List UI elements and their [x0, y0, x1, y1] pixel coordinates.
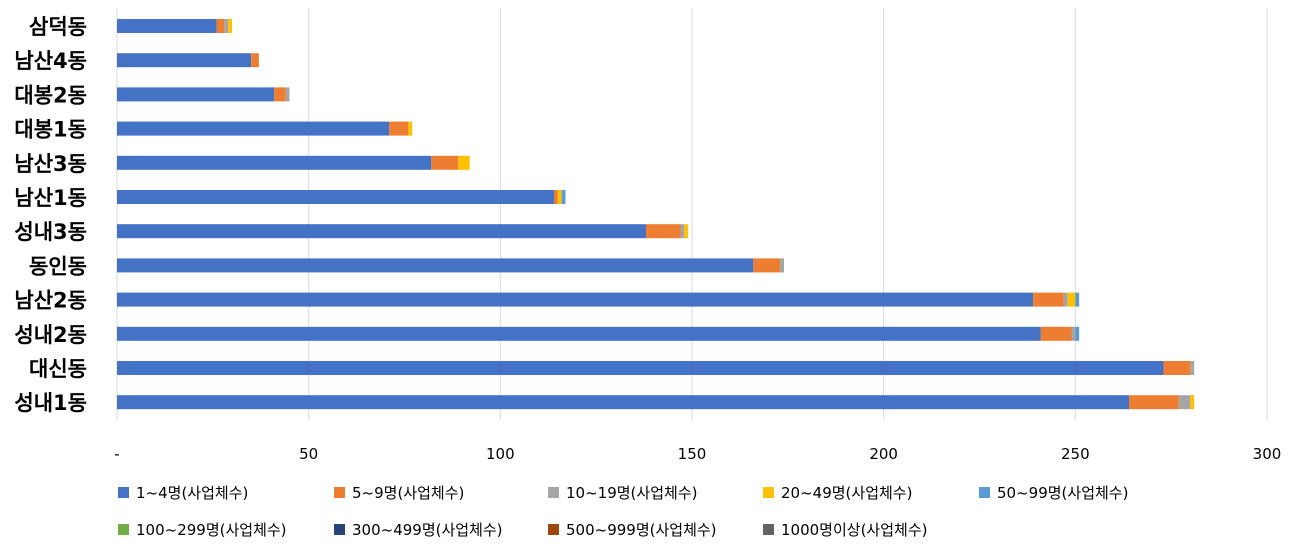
legend-swatch	[979, 487, 990, 498]
bar-segment	[1071, 326, 1076, 341]
bar-segment	[117, 19, 217, 33]
legend-swatch	[548, 487, 559, 498]
legend-label: 10~19명(사업체수)	[566, 484, 697, 502]
x-tick-label: 300	[1253, 445, 1282, 463]
bar-segment	[1190, 361, 1195, 375]
bar-segment	[285, 87, 290, 102]
legend-item: 10~19명(사업체수)	[548, 484, 697, 502]
bar-segment	[753, 258, 781, 273]
legend-label: 100~299명(사업체수)	[136, 521, 287, 539]
x-tick-label: 50	[299, 445, 318, 463]
category-label: 삼덕동	[29, 15, 87, 39]
legend-swatch	[763, 524, 774, 535]
category-label: 대봉2동	[14, 83, 87, 107]
bar-segment	[117, 395, 1129, 410]
legend-label: 1000명이상(사업체수)	[781, 521, 927, 539]
legend-label: 1~4명(사업체수)	[136, 484, 248, 502]
bar-segment	[117, 121, 390, 136]
x-tick-label: 250	[1061, 445, 1090, 463]
bar-segment	[780, 258, 784, 273]
legend-swatch	[118, 524, 129, 535]
x-axis-tick-labels: - 50 100 150 200 250 300	[114, 445, 1281, 463]
bar-segment	[1163, 361, 1191, 375]
bar-segment	[1129, 395, 1179, 410]
legend-item: 50~99명(사업체수)	[979, 484, 1128, 502]
legend-item: 100~299명(사업체수)	[118, 521, 287, 539]
legend-label: 20~49명(사업체수)	[781, 484, 912, 502]
bar-segment	[117, 292, 1034, 307]
legend-item: 5~9명(사업체수)	[334, 484, 464, 502]
legend-swatch	[334, 487, 345, 498]
bar-segment	[228, 19, 232, 33]
bar-segment	[117, 155, 432, 170]
category-label: 남산3동	[14, 152, 87, 176]
legend-label: 300~499명(사업체수)	[352, 521, 503, 539]
bar-segment	[1178, 395, 1191, 410]
bar-segment	[557, 190, 562, 204]
x-tick-label: 100	[486, 445, 515, 463]
category-label: 남산4동	[14, 49, 87, 73]
x-tick-label: -	[114, 445, 119, 463]
legend-item: 1000명이상(사업체수)	[763, 521, 927, 539]
bar-segment	[117, 361, 1164, 375]
bar-segment	[646, 224, 681, 239]
bar-segment	[216, 19, 225, 33]
bar-segment	[1075, 326, 1080, 341]
legend-label: 500~999명(사업체수)	[566, 521, 717, 539]
category-labels: 삼덕동남산4동대봉2동대봉1동남산3동남산1동성내3동동인동남산2동성내2동대신…	[14, 15, 87, 415]
bar-segment	[224, 19, 229, 33]
x-tick-label: 200	[869, 445, 898, 463]
category-label: 성내3동	[14, 220, 87, 244]
bar-segment	[680, 224, 685, 239]
category-label: 대봉1동	[14, 118, 87, 142]
legend-label: 50~99명(사업체수)	[997, 484, 1128, 502]
bar-segment	[1033, 292, 1064, 307]
legend-swatch	[334, 524, 345, 535]
bar-segment	[117, 53, 252, 68]
bar-segment	[117, 87, 275, 102]
category-label: 대신동	[29, 357, 87, 381]
bar-segment	[458, 155, 470, 170]
legend-item: 1~4명(사업체수)	[118, 484, 248, 502]
legend-swatch	[118, 487, 129, 498]
bar-segment	[1190, 395, 1195, 410]
bar-segment	[561, 190, 566, 204]
bar-segment	[274, 87, 286, 102]
bar-segment	[117, 326, 1041, 341]
bar-segment	[554, 190, 558, 204]
legend-item: 300~499명(사업체수)	[334, 521, 503, 539]
bar-segment	[117, 190, 554, 204]
bar-segment	[117, 258, 754, 273]
bars	[117, 19, 1195, 410]
legend: 1~4명(사업체수) 5~9명(사업체수) 10~19명(사업체수) 20~49명(사…	[118, 484, 1128, 539]
bar-segment	[1040, 326, 1072, 341]
bar-segment	[117, 224, 646, 239]
category-label: 동인동	[29, 254, 87, 278]
x-tick-label: 150	[678, 445, 707, 463]
legend-swatch	[763, 487, 774, 498]
gridlines	[116, 8, 1268, 420]
bar-segment	[1067, 292, 1076, 307]
legend-label: 5~9명(사업체수)	[352, 484, 464, 502]
bar-segment	[684, 224, 689, 239]
category-label: 성내1동	[14, 391, 87, 415]
bar-segment	[1063, 292, 1068, 307]
bar-segment	[431, 155, 459, 170]
bar-segment	[408, 121, 413, 136]
category-label: 성내2동	[14, 323, 87, 347]
bar-segment	[389, 121, 409, 136]
category-label: 남산2동	[14, 289, 87, 313]
legend-item: 20~49명(사업체수)	[763, 484, 912, 502]
bar-segment	[1075, 292, 1080, 307]
bar-segment	[251, 53, 259, 68]
legend-swatch	[548, 524, 559, 535]
legend-item: 500~999명(사업체수)	[548, 521, 717, 539]
category-label: 남산1동	[14, 186, 87, 210]
